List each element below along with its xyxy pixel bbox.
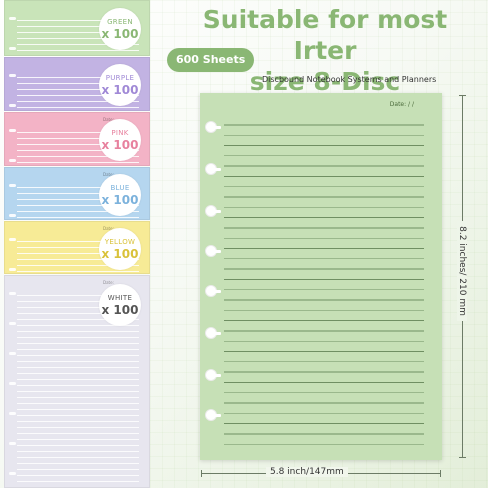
color-name: GREEN (107, 17, 133, 26)
sample-sheet: Date: / / (200, 93, 442, 460)
disc-hole (9, 472, 16, 475)
disc-hole (205, 245, 221, 257)
color-count: x 100 (101, 26, 139, 41)
color-count: x 100 (101, 192, 139, 207)
badge-blue: BLUE x 100 (99, 174, 141, 216)
page-title: Suitable for most Irter size 8-Disc (170, 4, 480, 97)
sheet-blue: Date: BLUE x 100 (4, 167, 150, 220)
disc-hole (9, 74, 16, 77)
disc-hole (205, 121, 221, 133)
disc-holes (9, 178, 17, 219)
disc-hole (205, 205, 221, 217)
sheet-purple: PURPLE x 100 (4, 57, 150, 111)
disc-hole (205, 163, 221, 175)
disc-holes (9, 68, 17, 110)
subtitle: Discbound Notebook Systems and Planners (262, 75, 437, 84)
color-name: PURPLE (105, 73, 135, 82)
badge-pink: PINK x 100 (99, 119, 141, 161)
disc-hole (9, 159, 16, 162)
disc-hole (9, 104, 16, 107)
sheet-date-label: Date: (103, 117, 114, 122)
sheet-white: Date: WHITE x 100 (4, 275, 150, 488)
color-count: x 100 (101, 137, 139, 152)
color-count: x 100 (101, 82, 139, 97)
color-count: x 100 (101, 246, 139, 261)
sheet-date-label: Date: (103, 226, 114, 231)
sheets-count-badge: 600 Sheets (167, 48, 255, 72)
width-label: 5.8 inch/147mm (266, 467, 348, 477)
badge-white: WHITE x 100 (99, 284, 141, 326)
disc-hole (9, 292, 16, 295)
disc-hole (205, 285, 221, 297)
ruled-lines (224, 115, 424, 450)
disc-hole (9, 238, 16, 241)
color-name: BLUE (110, 183, 130, 192)
sheet-pink: Date: PINK x 100 (4, 112, 150, 166)
disc-holes (9, 232, 17, 273)
color-name: WHITE (107, 293, 133, 302)
disc-hole (9, 17, 16, 20)
badge-purple: PURPLE x 100 (99, 64, 141, 106)
sheet-yellow: Date: YELLOW x 100 (4, 221, 150, 274)
disc-hole (9, 382, 16, 385)
title-line-2: size 8-Disc (249, 67, 401, 96)
sheet-green: GREEN x 100 (4, 0, 150, 56)
sheet-date-label: Date: (103, 172, 114, 177)
title-line-1: Suitable for most Irter (202, 5, 448, 65)
disc-hole (9, 184, 16, 187)
disc-hole (9, 214, 16, 217)
disc-hole (205, 409, 221, 421)
date-label: Date: / / (389, 101, 414, 108)
disc-hole (9, 412, 16, 415)
badge-yellow: YELLOW x 100 (99, 228, 141, 270)
badge-green: GREEN x 100 (99, 8, 141, 50)
color-sheet-stack: GREEN x 100 PURPLE x 100 Date: PINK x 10… (4, 0, 150, 488)
color-name: PINK (111, 128, 129, 137)
sheet-date-label: Date: (103, 280, 114, 285)
disc-holes (9, 123, 17, 165)
disc-hole (9, 322, 16, 325)
disc-hole (9, 352, 16, 355)
disc-holes (9, 11, 17, 55)
disc-hole (9, 268, 16, 271)
disc-hole (9, 442, 16, 445)
color-count: x 100 (101, 302, 139, 317)
disc-hole (205, 369, 221, 381)
disc-hole (9, 129, 16, 132)
disc-hole (205, 327, 221, 339)
disc-hole (9, 47, 16, 50)
color-name: YELLOW (104, 237, 136, 246)
height-label: 8.2 inches/ 210 mm (457, 221, 467, 321)
disc-holes (9, 286, 17, 487)
